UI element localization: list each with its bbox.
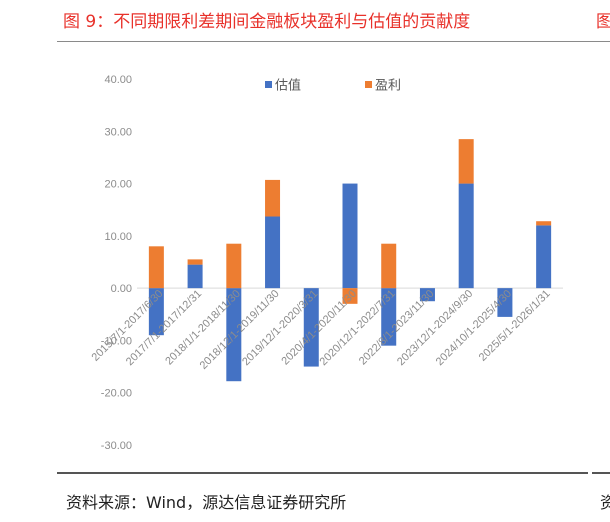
title-divider	[57, 41, 610, 42]
earnings-bar	[226, 243, 242, 289]
x-tick-label: 2025/5/1-2026/1/31	[477, 288, 553, 364]
legend-label-earnings: 盈利	[375, 79, 401, 94]
y-tick-label: 10.00	[104, 231, 132, 243]
earnings-bar	[536, 221, 552, 226]
adjacent-source-fragment: 资	[600, 493, 610, 512]
legend: 估值 盈利	[265, 78, 401, 94]
legend-swatch-earnings	[365, 81, 372, 88]
adjacent-figure-title-fragment: 图	[596, 12, 610, 32]
valuation-bar	[226, 288, 242, 382]
y-tick-label: -30.00	[101, 440, 132, 452]
y-tick-label: 40.00	[104, 74, 132, 86]
legend-label-valuation: 估值	[275, 78, 301, 94]
x-tick-label: 2017/7/1-2017/12/31	[124, 288, 204, 368]
valuation-bar	[536, 225, 552, 289]
earnings-bar	[148, 246, 164, 289]
earnings-bar	[265, 179, 281, 217]
y-tick-label: -10.00	[101, 335, 132, 347]
contribution-bar-chart: 40.00 30.00 20.00 10.00 0.00 -10.00 -20.00 -30.…	[90, 74, 563, 452]
footer-divider-fragment	[592, 472, 610, 474]
bar-series	[148, 139, 552, 382]
valuation-bar	[265, 216, 281, 289]
legend-swatch-valuation	[265, 81, 272, 88]
y-tick-label: 20.00	[104, 179, 132, 191]
y-tick-label: 30.00	[104, 126, 132, 138]
valuation-bar	[148, 288, 164, 336]
valuation-bar	[342, 183, 358, 289]
earnings-bar	[342, 288, 358, 304]
x-axis-labels: 2015/7/1-2017/6/302017/7/1-2017/12/31201…	[90, 288, 553, 372]
x-tick-label: 2024/10/1-2025/4/30	[434, 288, 514, 368]
x-tick-label: 2023/12/1-2024/9/30	[395, 288, 475, 368]
valuation-bar	[419, 288, 435, 302]
valuation-bar	[497, 288, 513, 317]
valuation-bar	[187, 264, 203, 289]
figure-title: 图 9：不同期限利差期间金融板块盈利与估值的贡献度	[63, 12, 471, 32]
valuation-bar	[303, 288, 319, 367]
y-axis: 40.00 30.00 20.00 10.00 0.00 -10.00 -20.00 -30.…	[101, 74, 132, 452]
valuation-bar	[458, 183, 474, 289]
valuation-bar	[381, 288, 397, 346]
y-tick-label: 0.00	[111, 283, 132, 295]
y-tick-label: -20.00	[101, 388, 132, 400]
x-tick-label: 2020/4/1-2020/11/30	[279, 288, 359, 368]
earnings-bar	[381, 243, 397, 289]
source-note: 资料来源：Wind，源达信息证券研究所	[66, 493, 347, 512]
earnings-bar	[187, 259, 203, 265]
footer-divider	[57, 472, 588, 474]
earnings-bar	[458, 139, 474, 184]
x-tick-label: 2022/8/1-2023/11/30	[357, 288, 437, 368]
